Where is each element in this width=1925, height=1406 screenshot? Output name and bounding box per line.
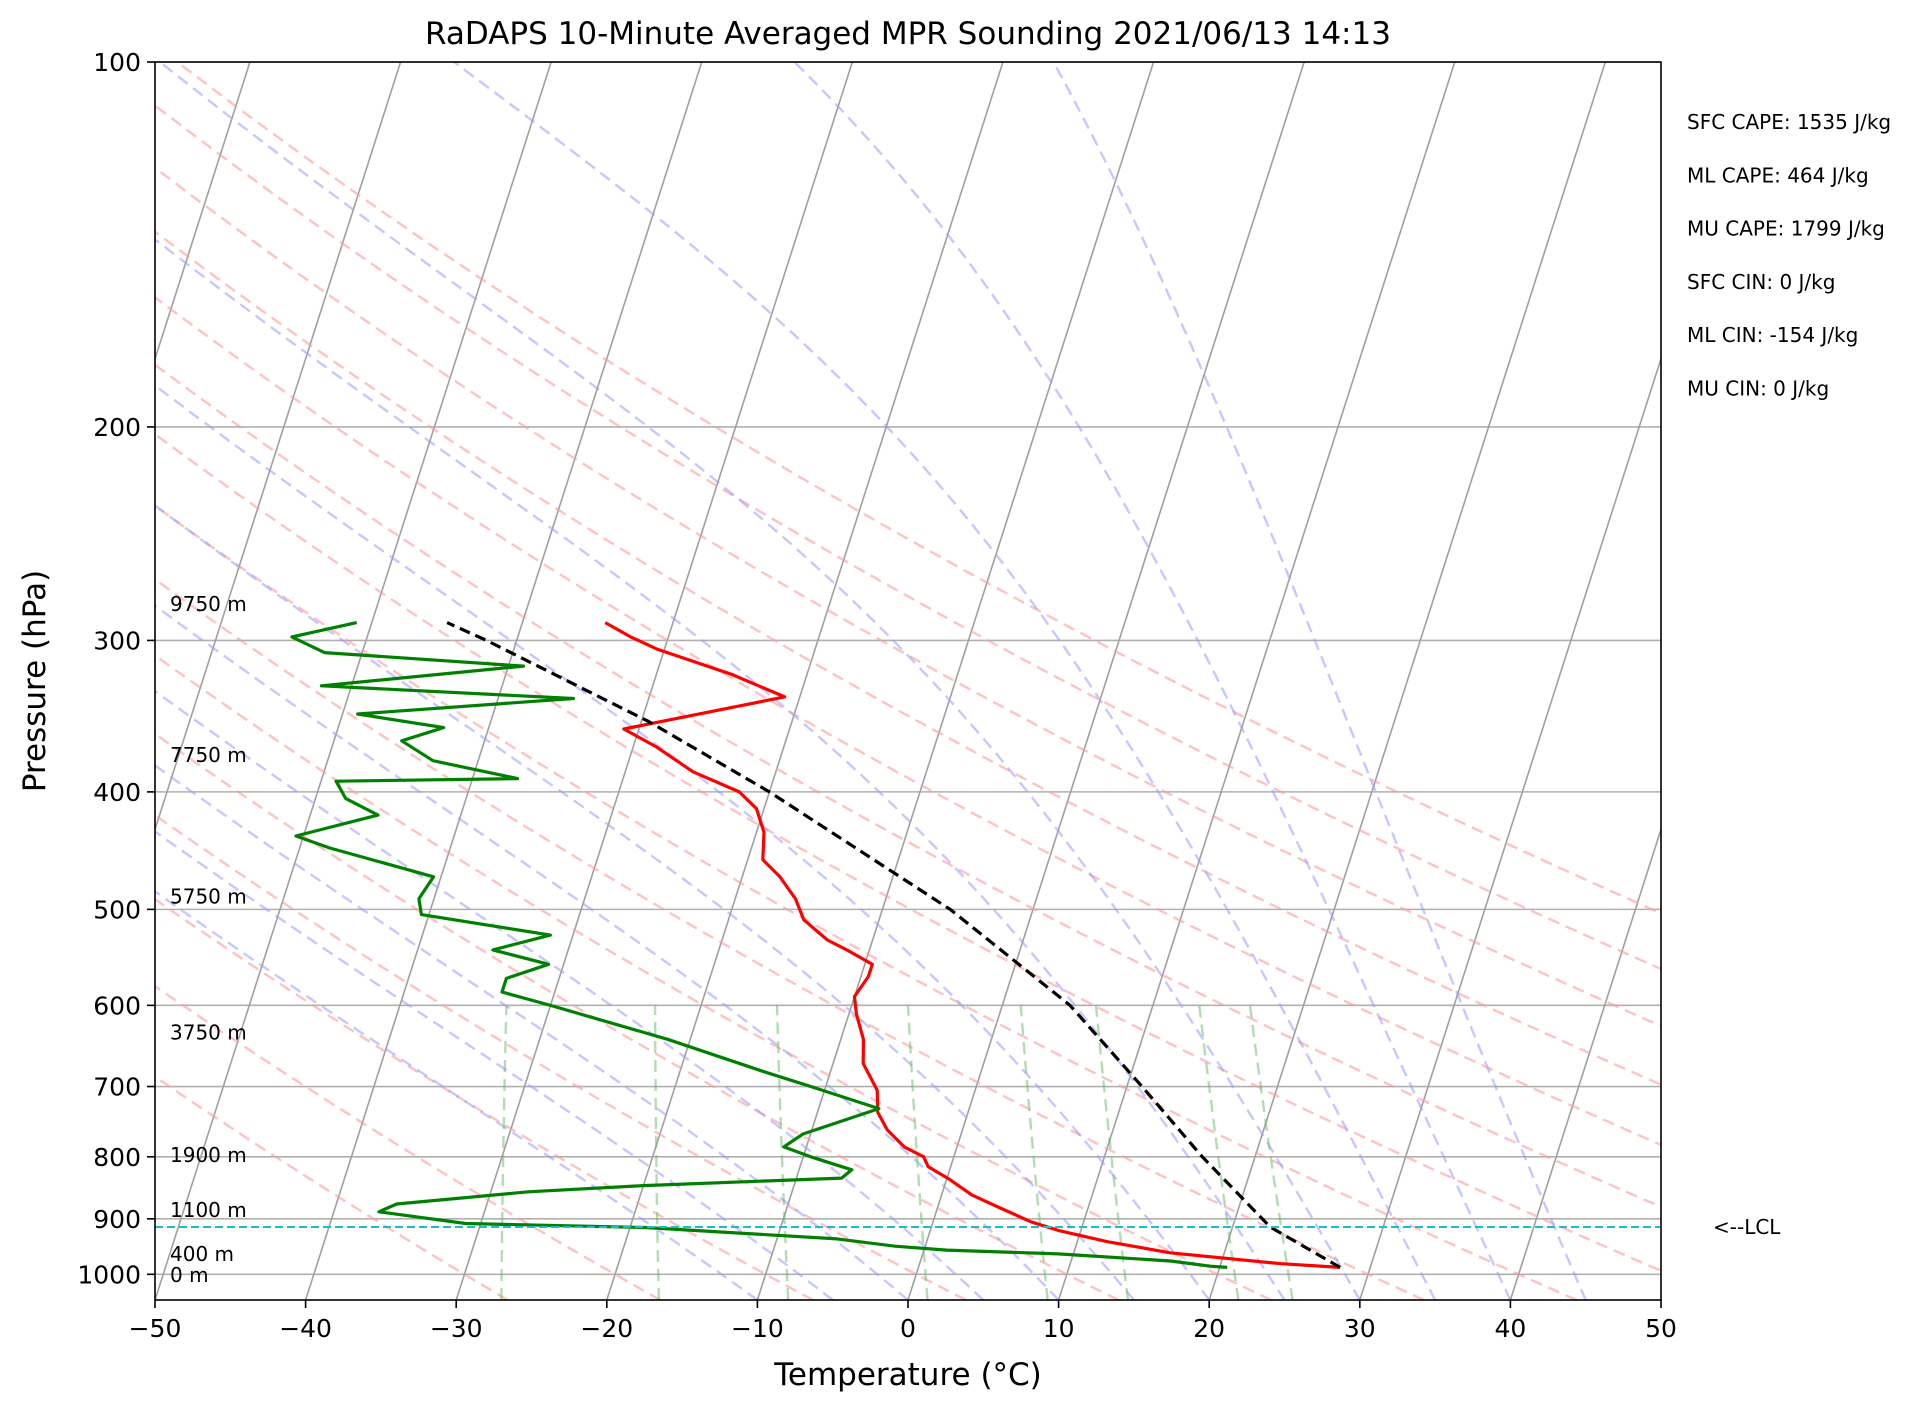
dry-adiabat-line (155, 363, 1661, 1209)
x-tick-label: −20 (580, 1314, 633, 1343)
x-tick-label: −50 (129, 1314, 182, 1343)
stats-panel: SFC CAPE: 1535 J/kg ML CAPE: 464 J/kg MU C… (1687, 110, 1891, 401)
dry-adiabat-line (155, 732, 1120, 1300)
dry-adiabat-line (155, 653, 1272, 1300)
isotherm-line (155, 62, 552, 1300)
dry-adiabat-line (155, 577, 1425, 1300)
moist-adiabat-line (159, 62, 1361, 1300)
isotherm-line (1509, 826, 1661, 1300)
isotherm-line (606, 62, 1004, 1300)
moist-adiabat-line (155, 830, 834, 1300)
height-label: 5750 m (170, 885, 247, 909)
stat-label: MU CAPE: 1799 J/kg (1687, 217, 1885, 241)
y-tick-label: 300 (93, 626, 141, 655)
height-label: 400 m (170, 1242, 234, 1266)
dry-adiabat-line (155, 103, 1661, 971)
y-axis-ticks: 100 200 300 400 500 600 700 800 900 1000 (77, 48, 155, 1289)
moist-adiabat-line (1052, 62, 1587, 1300)
stat-label: MU CIN: 0 J/kg (1687, 377, 1829, 401)
plot-series (155, 621, 1661, 1269)
x-tick-label: −40 (279, 1314, 332, 1343)
stat-label: ML CAPE: 464 J/kg (1687, 163, 1869, 187)
x-tick-label: 10 (1043, 1314, 1075, 1343)
y-tick-label: 200 (93, 413, 141, 442)
dry-adiabat-line (176, 62, 1661, 915)
height-labels: 9750 m 7750 m 5750 m 3750 m 1900 m 1100 m 400 … (170, 592, 247, 1287)
y-tick-label: 500 (93, 895, 141, 924)
mixing-ratio-line (1094, 1005, 1130, 1300)
stat-label: SFC CIN: 0 J/kg (1687, 270, 1835, 294)
y-tick-label: 800 (93, 1143, 141, 1172)
plot-background-lines (155, 62, 1925, 1300)
y-tick-label: 700 (93, 1073, 141, 1102)
isotherm-line (155, 62, 251, 362)
isotherm-line (455, 62, 854, 1300)
temperature-profile-line (604, 621, 1341, 1269)
height-label: 0 m (170, 1263, 209, 1287)
stat-label: SFC CAPE: 1535 J/kg (1687, 110, 1891, 134)
moist-adiabat-line (155, 237, 1286, 1300)
mixing-ratio-line (1019, 1005, 1049, 1300)
mixing-ratio-line (775, 1005, 790, 1300)
x-tick-label: 0 (900, 1314, 916, 1343)
dry-adiabat-line (155, 432, 1661, 1273)
y-tick-label: 1000 (77, 1260, 141, 1289)
y-axis-label: Pressure (hPa) (17, 570, 53, 792)
mixing-ratio-line (1198, 1005, 1240, 1300)
y-tick-label: 100 (93, 48, 141, 77)
mixing-ratio-line (1248, 1005, 1294, 1300)
isotherm-line (1660, 1297, 1661, 1300)
moist-adiabat-line (453, 62, 1437, 1300)
stat-label: ML CIN: -154 J/kg (1687, 323, 1858, 347)
height-label: 7750 m (170, 743, 247, 767)
isotherm-line (1057, 62, 1456, 1300)
moist-adiabat-line (155, 384, 1211, 1300)
isotherm-line (1208, 62, 1607, 1300)
height-label: 1900 m (170, 1143, 247, 1167)
x-tick-label: −30 (430, 1314, 483, 1343)
isotherm-line (1812, 62, 1925, 1300)
x-tick-label: 40 (1494, 1314, 1526, 1343)
isotherm-line (304, 62, 703, 1300)
mixing-ratio-line (906, 1005, 929, 1300)
x-tick-label: 20 (1193, 1314, 1225, 1343)
mixing-ratio-line (653, 1005, 660, 1300)
moist-adiabat-line (793, 62, 1512, 1300)
y-tick-label: 600 (93, 991, 141, 1020)
lcl-label: <--LCL (1713, 1215, 1781, 1239)
dry-adiabat-line (155, 984, 661, 1300)
isotherm-line (756, 62, 1155, 1300)
parcel-profile-line (446, 621, 1341, 1269)
moist-adiabat-line (155, 504, 1135, 1300)
dry-adiabat-line (155, 1075, 509, 1300)
x-axis-label: Temperature (°C) (773, 1357, 1042, 1393)
height-label: 3750 m (170, 1021, 247, 1045)
height-label: 1100 m (170, 1198, 247, 1222)
x-axis-ticks: −50 −40 −30 −20 −10 0 10 20 30 40 50 (129, 1300, 1677, 1343)
x-tick-label: 50 (1645, 1314, 1677, 1343)
chart-title: RaDAPS 10-Minute Averaged MPR Sounding 2… (425, 16, 1391, 52)
x-tick-label: 30 (1344, 1314, 1376, 1343)
x-tick-label: −10 (731, 1314, 784, 1343)
isotherm-line (155, 62, 402, 832)
height-label: 9750 m (170, 592, 247, 616)
dry-adiabat-line (155, 166, 1661, 1028)
dry-adiabat-line (155, 230, 1661, 1086)
y-tick-label: 900 (93, 1205, 141, 1234)
dewpoint-profile-line (290, 621, 1228, 1269)
isotherm-line (1359, 356, 1661, 1300)
moist-adiabat-line (155, 763, 909, 1300)
y-tick-label: 400 (93, 778, 141, 807)
moist-adiabat-line (155, 689, 985, 1300)
isotherm-line (907, 62, 1305, 1300)
moist-adiabat-line (155, 604, 1060, 1300)
dry-adiabat-line (155, 504, 1578, 1300)
mixing-ratio-line (500, 1005, 508, 1300)
